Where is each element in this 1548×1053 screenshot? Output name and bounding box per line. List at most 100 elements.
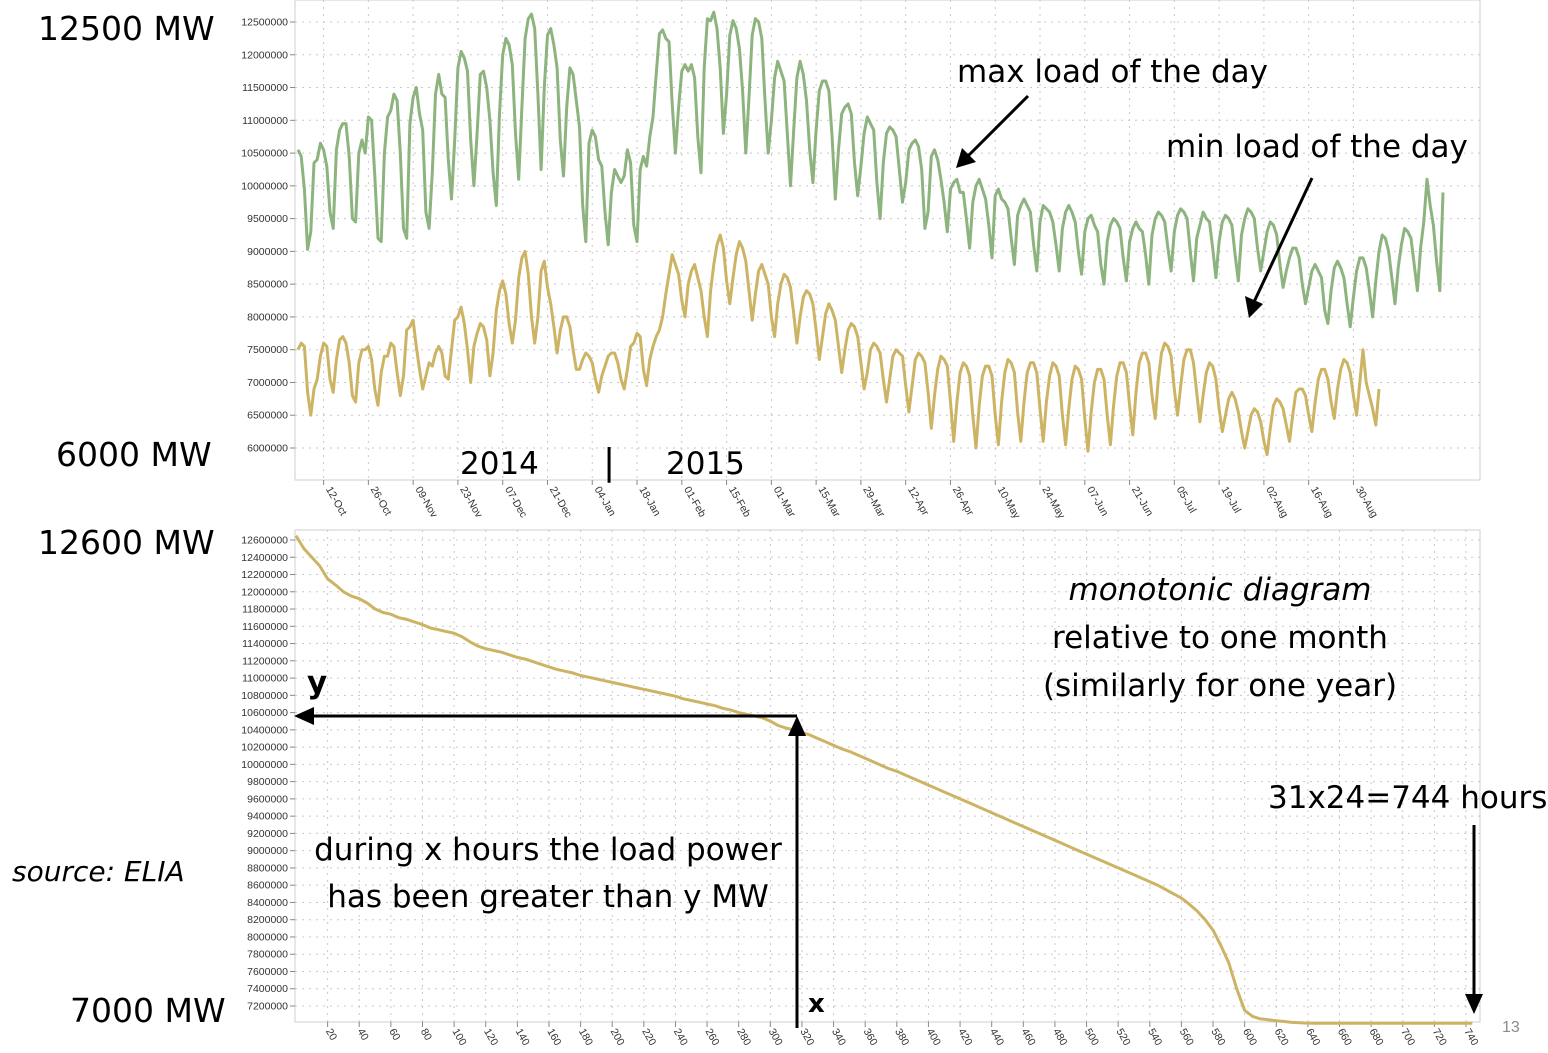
bottom-x-tick-label: 600 — [1240, 1027, 1259, 1048]
bottom-y-tick-label: 11000000 — [242, 673, 288, 685]
page-number: 13 — [1502, 1019, 1520, 1036]
top-y-tick-label: 8500000 — [247, 279, 288, 291]
hours-arrowhead — [1465, 994, 1483, 1014]
top-y-tick-label: 10500000 — [241, 148, 288, 160]
during-text-2: has been greater than y MW — [327, 879, 769, 915]
top-y-tick-label: 8000000 — [247, 311, 288, 323]
bottom-x-tick-label: 120 — [481, 1027, 500, 1048]
year-2015-label: 2015 — [666, 446, 745, 482]
top-x-tick-label: 15-Mar — [816, 485, 843, 520]
bottom-x-tick-label: 220 — [639, 1027, 658, 1048]
bottom-x-tick-label: 360 — [861, 1027, 880, 1048]
bottom-x-tick-label: 300 — [766, 1027, 785, 1048]
bottom-y-tick-label: 10200000 — [241, 742, 288, 754]
bottom-plot-area — [294, 529, 1481, 1023]
top-y-tick-label: 7500000 — [247, 344, 288, 356]
bottom-x-tick-label: 660 — [1335, 1027, 1354, 1048]
bottom-y-tick-label: 12000000 — [241, 586, 288, 598]
min-load-arrowhead — [1245, 296, 1263, 318]
top-x-tick-label: 01-Feb — [681, 485, 708, 520]
top-y-tick-label: 6500000 — [247, 410, 288, 422]
bottom-x-tick-label: 140 — [513, 1027, 532, 1048]
bottom-x-tick-label: 400 — [924, 1027, 943, 1048]
bottom-x-tick-label: 620 — [1272, 1027, 1291, 1048]
year-separator: | — [603, 442, 615, 483]
bottom-x-tick-label: 260 — [702, 1027, 721, 1048]
x-arrowhead — [788, 716, 806, 736]
bottom-y-tick-label: 11600000 — [242, 621, 288, 633]
top-y-tick-label: 12500000 — [241, 17, 288, 29]
bottom-x-tick-label: 480 — [1050, 1027, 1069, 1048]
top-ymax-label: 12500 MW — [38, 9, 215, 48]
bottom-y-tick-label: 7200000 — [247, 1001, 288, 1013]
top-y-tick-label: 6000000 — [247, 443, 288, 455]
top-y-tick-label: 11500000 — [242, 82, 288, 94]
bottom-y-tick-label: 12600000 — [241, 535, 288, 547]
monotonic-series — [294, 534, 1473, 1025]
bottom-y-tick-label: 8600000 — [247, 880, 288, 892]
top-x-tick-label: 10-May — [995, 485, 1023, 522]
bottom-y-tick-label: 8200000 — [247, 914, 288, 926]
bottom-x-tick-label: 680 — [1367, 1027, 1386, 1048]
bottom-x-tick-label: 340 — [829, 1027, 848, 1048]
hours-label: 31x24=744 hours — [1268, 780, 1547, 816]
mono-subtitle-2: (similarly for one year) — [1043, 668, 1397, 704]
during-text-1: during x hours the load power — [314, 832, 782, 868]
top-x-tick-label: 21-Dec — [547, 485, 574, 520]
bottom-ymin-label: 7000 MW — [70, 991, 226, 1030]
top-x-tick-label: 05-Jul — [1174, 485, 1199, 516]
top-series-group — [296, 10, 1445, 457]
max-load-series — [296, 10, 1445, 329]
bottom-y-tick-label: 11800000 — [242, 604, 288, 616]
max-load-label: max load of the day — [957, 54, 1268, 90]
bottom-x-tick-label: 40 — [355, 1027, 371, 1043]
bottom-series-group — [294, 534, 1473, 1025]
bottom-y-tick-label: 9400000 — [247, 811, 288, 823]
min-load-label: min load of the day — [1166, 129, 1468, 165]
top-y-tick-label: 10000000 — [241, 180, 288, 192]
bottom-x-tick-label: 720 — [1430, 1027, 1449, 1048]
bottom-y-tick-label: 10800000 — [241, 690, 288, 702]
top-plot-area — [294, 0, 1481, 481]
top-x-tick-label: 02-Aug — [1263, 485, 1290, 520]
bottom-y-tick-label: 8800000 — [247, 862, 288, 874]
y-marker: y — [307, 665, 327, 701]
top-y-tick-label: 12000000 — [241, 49, 288, 61]
top-x-tick-label: 04-Jan — [592, 485, 619, 519]
max-load-arrow — [964, 94, 1030, 160]
bottom-x-tick-label: 520 — [1114, 1027, 1133, 1048]
top-x-tick-label: 01-Mar — [771, 485, 798, 520]
top-x-tick-label: 29-Mar — [860, 485, 887, 520]
top-x-tick-label: 09-Nov — [413, 485, 441, 521]
top-x-tick-label: 12-Apr — [905, 485, 931, 519]
top-x-tick-label: 07-Dec — [502, 485, 529, 520]
bottom-x-tick-label: 100 — [450, 1027, 469, 1048]
bottom-x-tick-label: 700 — [1398, 1027, 1417, 1048]
top-x-tick-label: 26-Apr — [950, 485, 976, 519]
x-marker: x — [808, 989, 825, 1019]
bottom-y-tick-label: 11400000 — [242, 638, 288, 650]
bottom-x-tick-label: 740 — [1461, 1027, 1480, 1048]
bottom-y-tick-label: 9600000 — [247, 793, 288, 805]
bottom-x-tick-label: 640 — [1303, 1027, 1322, 1048]
bottom-x-tick-label: 180 — [576, 1027, 595, 1048]
bottom-y-tick-label: 9200000 — [247, 828, 288, 840]
top-x-tick-label: 19-Jul — [1219, 485, 1244, 516]
top-x-tick-label: 12-Oct — [323, 485, 349, 518]
min-load-arrow — [1252, 177, 1314, 303]
top-x-tick-label: 30-Aug — [1353, 485, 1380, 520]
bottom-x-tick-label: 580 — [1208, 1027, 1227, 1048]
source-label: source: ELIA — [12, 855, 185, 888]
top-y-tick-label: 11000000 — [242, 115, 288, 127]
bottom-x-tick-label: 440 — [987, 1027, 1006, 1048]
bottom-y-tick-label: 11200000 — [242, 655, 288, 667]
bottom-y-tick-label: 7600000 — [247, 966, 288, 978]
bottom-ymax-label: 12600 MW — [38, 523, 215, 562]
bottom-y-tick-label: 12400000 — [241, 552, 288, 564]
daily-load-chart: 6000000 6500000 7000000 7500000 8000000 85000… — [241, 0, 1481, 522]
bottom-x-tick-label: 240 — [671, 1027, 690, 1048]
bottom-x-tick-label: 320 — [797, 1027, 816, 1048]
bottom-x-tick-label: 280 — [734, 1027, 753, 1048]
top-x-tick-label: 18-Jan — [636, 485, 663, 519]
